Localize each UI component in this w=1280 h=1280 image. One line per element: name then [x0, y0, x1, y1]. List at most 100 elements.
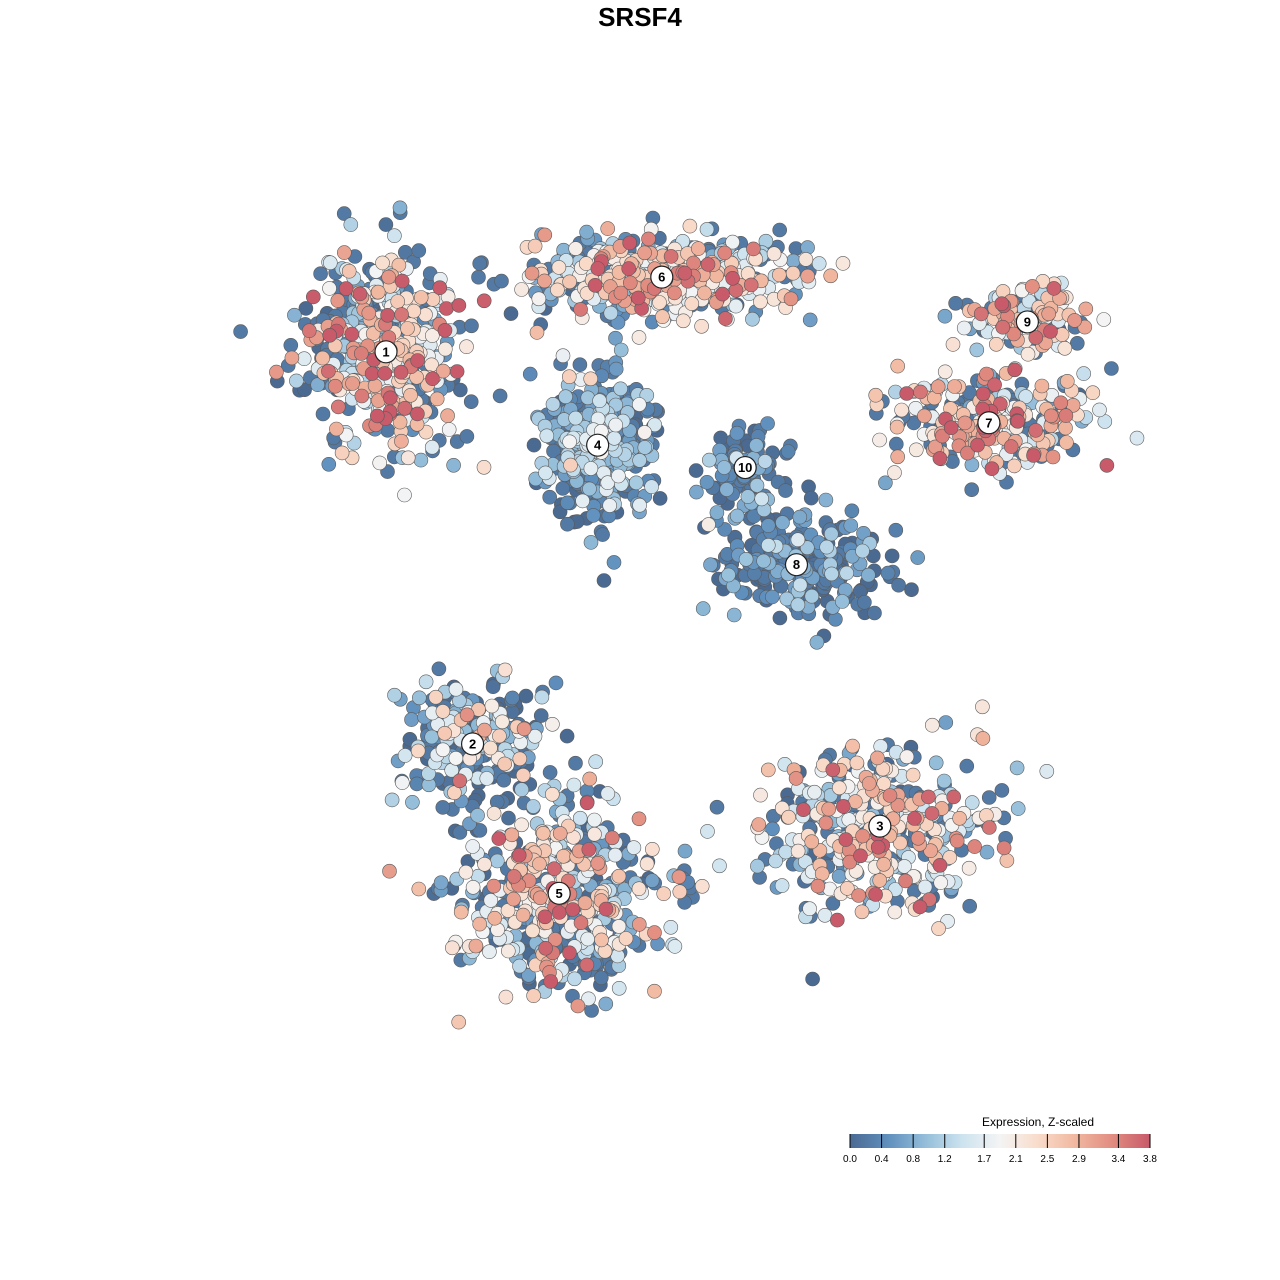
cell-point [602, 498, 618, 513]
cell-point [656, 886, 672, 902]
cell-point [749, 478, 765, 493]
cell-point [913, 384, 928, 400]
cell-point [890, 449, 906, 465]
cell-point [463, 394, 479, 410]
cell-point [435, 704, 451, 719]
cell-point [694, 878, 710, 894]
cell-point [532, 890, 548, 906]
cell-point [904, 582, 919, 598]
cell-point [999, 853, 1015, 868]
cell-point [843, 518, 859, 533]
cell-point [611, 980, 627, 996]
cell-point [394, 775, 410, 790]
cell-point [778, 844, 794, 860]
cell-point [511, 847, 527, 863]
cell-point [774, 878, 790, 893]
cell-point [1058, 408, 1074, 423]
cell-point [631, 917, 647, 932]
cell-point [397, 400, 413, 416]
cell-point [716, 460, 732, 475]
cell-point [823, 526, 839, 542]
cell-point [381, 269, 397, 285]
cell-point [512, 751, 528, 767]
cell-point [432, 280, 448, 296]
cell-point [975, 731, 991, 746]
cell-point [352, 286, 368, 302]
cell-point [504, 827, 520, 843]
cell-point [835, 799, 851, 814]
cluster-label-8: 8 [784, 553, 809, 577]
cell-point [981, 790, 997, 805]
cell-point [703, 557, 718, 573]
cell-point [946, 789, 962, 805]
cell-point [868, 387, 884, 403]
cell-point [433, 875, 449, 891]
cell-point [1026, 448, 1041, 463]
cell-point [573, 302, 588, 317]
cell-point [476, 459, 492, 475]
cell-point [1039, 763, 1055, 779]
cell-point [592, 393, 607, 409]
cell-point [296, 351, 312, 367]
cell-point [790, 597, 806, 613]
cell-point [587, 277, 603, 293]
cell-point [1078, 301, 1094, 317]
cell-point [760, 762, 776, 778]
cell-point [772, 222, 788, 238]
cell-point [663, 919, 679, 935]
cell-point [898, 873, 913, 889]
cell-point [867, 605, 882, 621]
cell-point [512, 958, 527, 974]
cell-point [887, 904, 903, 920]
cell-point [811, 256, 827, 271]
cell-point [628, 475, 644, 491]
cell-point [906, 415, 922, 431]
cell-point [567, 971, 582, 987]
cell-point [570, 998, 586, 1014]
cell-point [367, 378, 383, 394]
cell-point [677, 265, 693, 281]
cell-point [435, 742, 451, 758]
cell-point [458, 864, 474, 880]
cell-point [618, 931, 634, 946]
scatter-points [233, 200, 1145, 1030]
cell-point [437, 341, 453, 357]
cell-point [588, 754, 604, 770]
cluster-label-text: 8 [793, 557, 800, 572]
cell-point [394, 433, 409, 449]
cell-point [838, 832, 854, 847]
cell-point [637, 245, 652, 261]
cell-point [287, 307, 302, 323]
cell-point [872, 873, 888, 888]
cell-point [695, 601, 711, 616]
cell-point [936, 773, 952, 789]
cell-point [709, 505, 725, 520]
cell-point [452, 773, 468, 789]
cell-point [961, 860, 977, 876]
cell-point [1076, 366, 1091, 381]
cell-point [329, 421, 344, 437]
cell-point [525, 799, 541, 814]
cell-point [562, 434, 577, 450]
cell-point [587, 826, 602, 842]
cell-point [831, 780, 847, 796]
cell-point [745, 311, 760, 327]
cell-point [631, 811, 647, 827]
cell-point [380, 307, 395, 323]
cell-point [529, 325, 545, 340]
cell-point [937, 364, 953, 380]
cell-point [721, 567, 736, 583]
cell-point [729, 425, 745, 441]
cell-point [1067, 313, 1082, 328]
cell-point [613, 381, 628, 397]
cell-point [853, 848, 868, 864]
cell-point [764, 589, 780, 605]
cell-point [542, 489, 558, 505]
cell-point [728, 298, 744, 314]
cell-point [652, 491, 668, 506]
cell-point [823, 268, 839, 284]
cell-point [1104, 361, 1119, 376]
cell-point [562, 274, 577, 290]
cell-point [799, 540, 815, 556]
cell-point [583, 535, 599, 550]
